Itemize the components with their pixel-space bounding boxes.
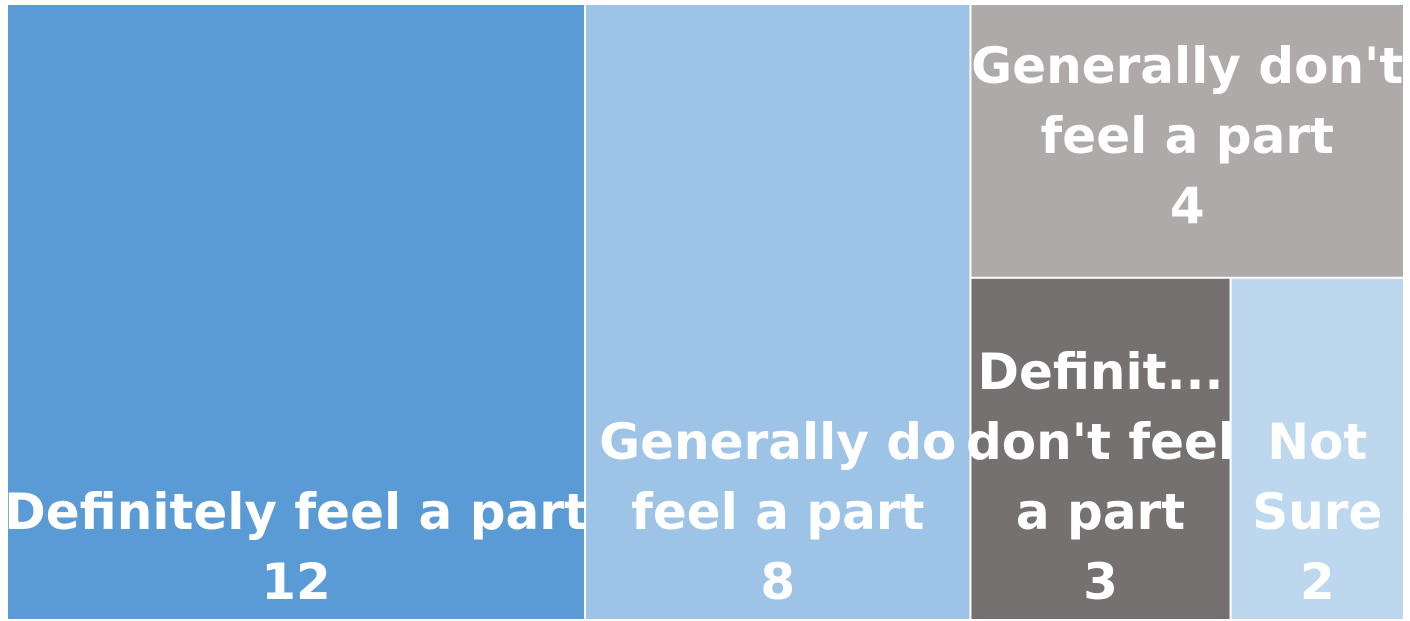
tile-rect (971, 5, 1403, 277)
tile-category-label: feel a part (1041, 107, 1334, 165)
treemap-tile: Definitely feel a part 12 (4, 5, 588, 619)
tile-category-label: Definit... (977, 343, 1223, 401)
tile-category-label: don't feel (966, 413, 1235, 471)
treemap-tile: Generally don't feel a part 4 (971, 5, 1403, 277)
tile-rect (586, 5, 970, 619)
tile-value-label: 3 (1083, 553, 1118, 611)
tile-category-label: Not (1267, 413, 1367, 471)
tile-rect (971, 278, 1230, 619)
tile-value-label: 4 (1170, 177, 1205, 235)
treemap-tile: Not Sure 2 (1231, 278, 1403, 619)
tile-value-label: 2 (1300, 553, 1335, 611)
tile-rect (8, 5, 585, 619)
treemap-tile: Generally do feel a part 8 (586, 5, 970, 619)
treemap-tile: Definit... don't feel a part 3 (966, 278, 1235, 619)
tile-category-label: Definitely feel a part (4, 483, 588, 541)
tiles-layer: Definitely feel a part 12 Generally do feel… (4, 5, 1403, 619)
tile-category-label: Generally do (599, 413, 956, 471)
tile-category-label: feel a part (631, 483, 924, 541)
tile-category-label: Sure (1252, 483, 1382, 541)
tile-value-label: 12 (261, 553, 331, 611)
tile-category-label: Generally don't (971, 37, 1403, 95)
tile-rect (1231, 278, 1403, 619)
tile-category-label: a part (1016, 483, 1185, 541)
tile-value-label: 8 (760, 553, 795, 611)
